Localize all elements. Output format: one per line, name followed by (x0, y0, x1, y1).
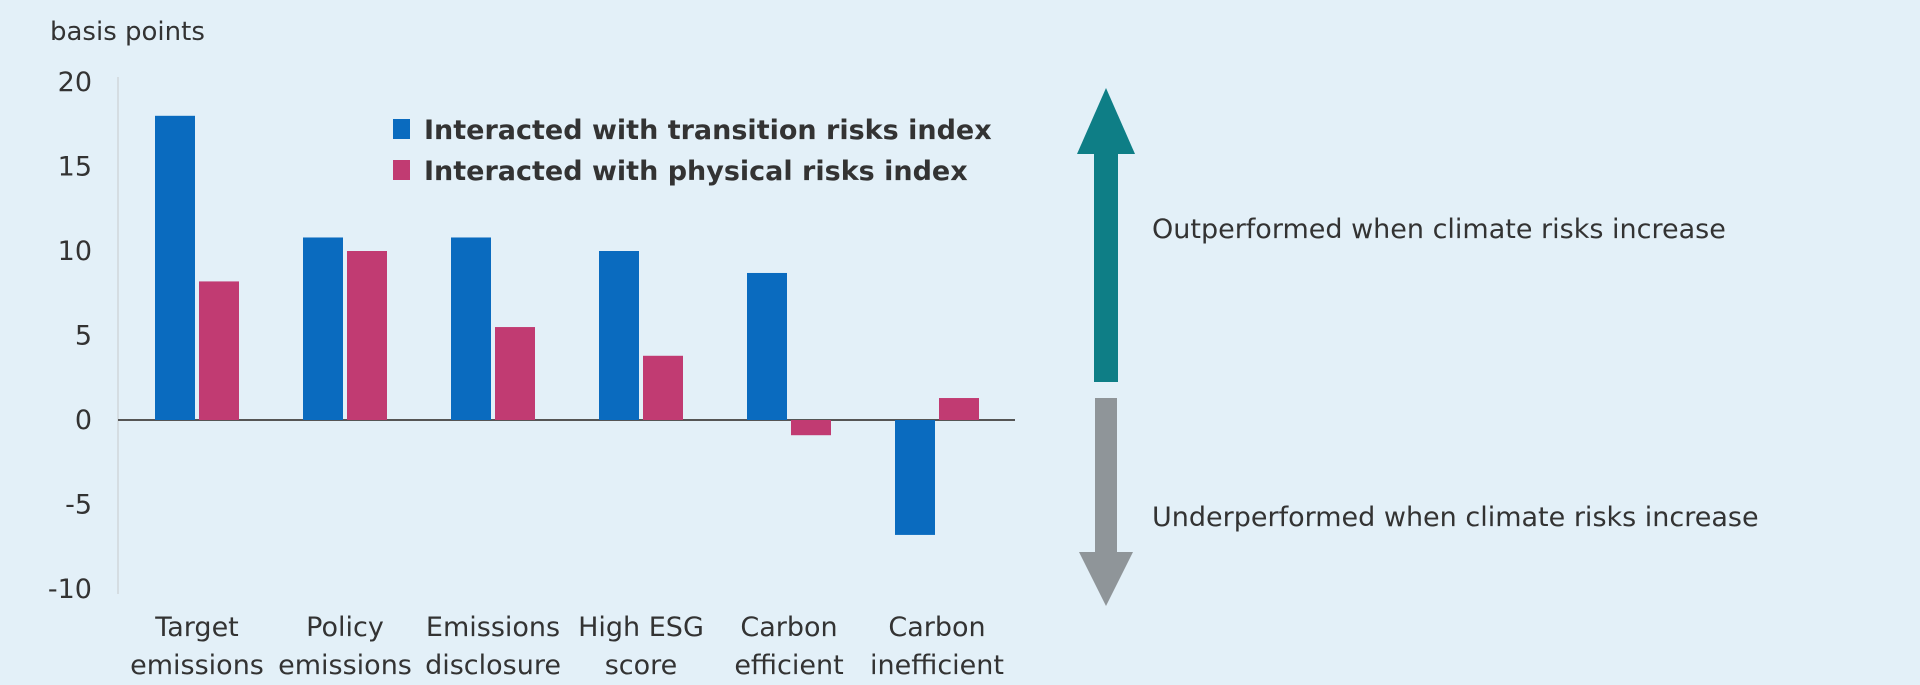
transition-bar (599, 251, 639, 420)
underperformed-note: Underperformed when climate risks increa… (1152, 502, 1759, 533)
physical-bar (347, 251, 387, 420)
legend-label: Interacted with physical risks index (424, 156, 968, 187)
legend: Interacted with transition risks index In… (393, 115, 992, 187)
category-label: disclosure (425, 650, 561, 681)
category-label: score (605, 650, 678, 681)
category-labels: Target emissions Policy emissions Emissions d… (130, 612, 1004, 681)
y-tick-labels: 20 15 10 5 0 -5 -10 (48, 67, 92, 605)
transition-bar (451, 237, 491, 420)
physical-bar (643, 355, 683, 420)
transition-bar (303, 237, 343, 420)
category-label: inefficient (870, 650, 1004, 681)
category-label: Carbon (888, 612, 985, 643)
category-label: emissions (278, 650, 412, 681)
y-tick-label: 20 (58, 67, 92, 98)
y-tick-label: 15 (58, 152, 92, 183)
physical-bar (939, 398, 979, 420)
physical-bar (495, 327, 535, 420)
physical-bar (199, 281, 239, 420)
transition-bar (747, 272, 787, 420)
y-axis-label: basis points (50, 17, 205, 47)
y-tick-label: 0 (75, 405, 92, 436)
direction-arrows (1077, 88, 1135, 606)
down-arrow-icon (1079, 552, 1133, 606)
category-label: High ESG (578, 612, 704, 643)
up-arrow-icon (1077, 88, 1135, 154)
down-arrow-shaft (1095, 398, 1117, 554)
category-label: Carbon (740, 612, 837, 643)
outperformed-note: Outperformed when climate risks increase (1152, 214, 1726, 245)
category-label: Emissions (426, 612, 560, 643)
legend-swatch (393, 160, 410, 180)
legend-swatch (393, 119, 410, 139)
bars-group (155, 115, 979, 535)
y-tick-label: -10 (48, 574, 92, 605)
transition-bar (895, 420, 935, 535)
y-tick-label: 10 (58, 236, 92, 267)
physical-bar (791, 420, 831, 436)
category-label: Target (154, 612, 239, 643)
category-label: efficient (734, 650, 843, 681)
category-label: Policy (306, 612, 384, 643)
up-arrow-shaft (1094, 150, 1118, 382)
legend-label: Interacted with transition risks index (424, 115, 992, 146)
y-tick-label: 5 (75, 321, 92, 352)
category-label: emissions (130, 650, 264, 681)
transition-bar (155, 115, 195, 421)
y-tick-label: -5 (65, 490, 92, 521)
